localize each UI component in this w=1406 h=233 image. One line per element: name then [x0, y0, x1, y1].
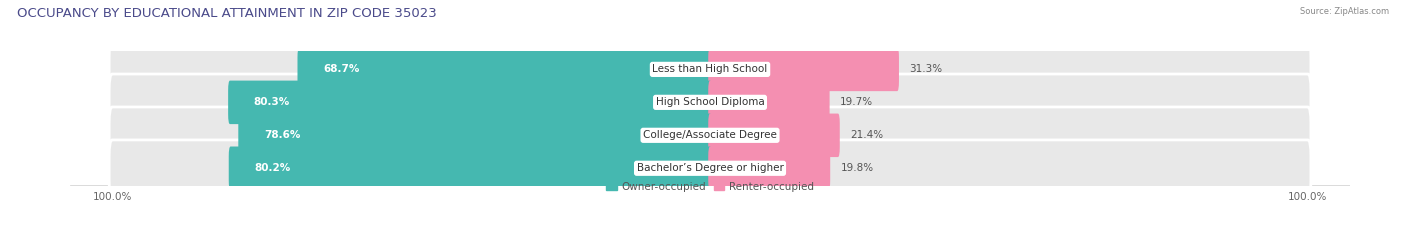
FancyBboxPatch shape — [110, 140, 1310, 197]
FancyBboxPatch shape — [298, 48, 711, 91]
FancyBboxPatch shape — [110, 74, 1310, 131]
FancyBboxPatch shape — [228, 81, 711, 124]
Text: 31.3%: 31.3% — [910, 64, 942, 74]
FancyBboxPatch shape — [709, 147, 830, 190]
Text: 19.8%: 19.8% — [841, 163, 873, 173]
FancyBboxPatch shape — [110, 41, 1310, 98]
FancyBboxPatch shape — [110, 107, 1310, 164]
FancyBboxPatch shape — [238, 113, 711, 157]
Text: 80.2%: 80.2% — [254, 163, 291, 173]
Text: 68.7%: 68.7% — [323, 64, 360, 74]
FancyBboxPatch shape — [709, 113, 839, 157]
Text: 19.7%: 19.7% — [839, 97, 873, 107]
Text: Source: ZipAtlas.com: Source: ZipAtlas.com — [1301, 7, 1389, 16]
Text: College/Associate Degree: College/Associate Degree — [643, 130, 778, 140]
FancyBboxPatch shape — [229, 147, 711, 190]
FancyBboxPatch shape — [709, 48, 898, 91]
Text: Bachelor’s Degree or higher: Bachelor’s Degree or higher — [637, 163, 783, 173]
Text: 21.4%: 21.4% — [851, 130, 883, 140]
Legend: Owner-occupied, Renter-occupied: Owner-occupied, Renter-occupied — [606, 182, 814, 192]
Text: High School Diploma: High School Diploma — [655, 97, 765, 107]
Text: 78.6%: 78.6% — [264, 130, 301, 140]
Text: 80.3%: 80.3% — [254, 97, 290, 107]
Text: Less than High School: Less than High School — [652, 64, 768, 74]
Text: OCCUPANCY BY EDUCATIONAL ATTAINMENT IN ZIP CODE 35023: OCCUPANCY BY EDUCATIONAL ATTAINMENT IN Z… — [17, 7, 437, 20]
FancyBboxPatch shape — [709, 81, 830, 124]
